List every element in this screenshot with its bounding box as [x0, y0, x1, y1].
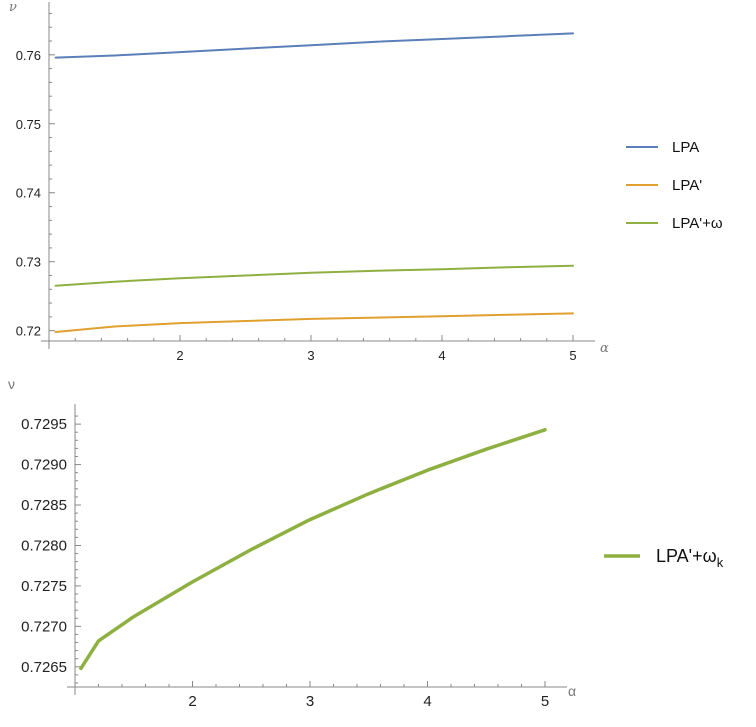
x-tick-label: 5	[569, 348, 576, 363]
chart-top-axes: 2 3 4 5 0.72 0.73 0.74 0.75 0.76	[16, 2, 595, 363]
y-tick-label: 0.7265	[21, 659, 67, 676]
legend-label-main: LPA'+ω	[656, 546, 717, 566]
y-tick-label: 0.7275	[21, 578, 67, 595]
x-tick-label: 4	[438, 348, 445, 363]
x-tick-label: 4	[423, 693, 431, 710]
y-tick-label: 0.76	[16, 48, 41, 63]
y-tick-label: 0.7280	[21, 537, 67, 554]
chart-bottom-x-axis-label: α	[568, 683, 576, 699]
legend-label-lpa-prime-omega: LPA'+ω	[672, 215, 723, 232]
chart-top: 2 3 4 5 0.72 0.73 0.74 0.75 0.76 ν α LPA LPA' LP…	[9, 0, 723, 363]
y-tick-label: 0.75	[16, 117, 41, 132]
series-line-2	[54, 264, 574, 287]
legend-label-lpa-prime: LPA'	[672, 177, 702, 194]
x-tick-label: 5	[541, 693, 549, 710]
series-line-0	[54, 32, 574, 59]
y-tick-label: 0.7270	[21, 618, 67, 635]
chart-bottom-y-axis-label: ν	[8, 376, 15, 392]
legend-label-lpa-prime-omega-k: LPA'+ωk	[656, 546, 724, 570]
legend-label-subscript: k	[717, 555, 724, 570]
legend-label-lpa: LPA	[672, 139, 699, 156]
chart-bottom-axes: 2 3 4 5 0.7265 0.7270 0.7275 0.7280 0.7285 0.7290…	[21, 404, 567, 710]
x-tick-label: 2	[188, 693, 196, 710]
y-tick-label: 0.7285	[21, 497, 67, 514]
x-tick-label: 3	[307, 348, 314, 363]
y-tick-label: 0.74	[16, 186, 41, 201]
series-line-0	[79, 428, 547, 671]
y-tick-label: 0.7295	[21, 416, 67, 433]
y-tick-label: 0.72	[16, 324, 41, 339]
x-tick-label: 2	[176, 348, 183, 363]
y-tick-label: 0.7290	[21, 457, 67, 474]
chart-top-y-axis-label: ν	[9, 0, 17, 15]
chart-bottom-legend: LPA'+ωk	[604, 546, 724, 570]
chart-bottom: 2 3 4 5 0.7265 0.7270 0.7275 0.7280 0.7285 0.7290…	[8, 376, 724, 710]
y-tick-label: 0.73	[16, 255, 41, 270]
chart-bottom-series	[79, 428, 547, 671]
chart-top-legend: LPA LPA' LPA'+ω	[626, 139, 723, 232]
chart-top-x-axis-label: α	[600, 341, 609, 356]
chart-top-series	[54, 32, 574, 333]
x-tick-label: 3	[306, 693, 314, 710]
series-line-1	[54, 312, 574, 333]
